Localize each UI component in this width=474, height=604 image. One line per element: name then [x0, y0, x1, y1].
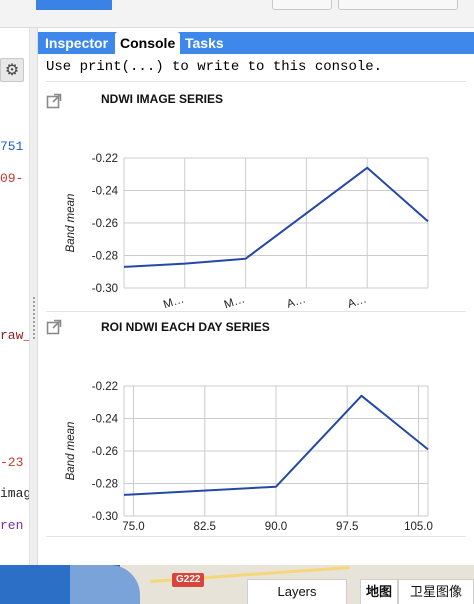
- map-view[interactable]: G222 Layers 地图 卫星图像: [0, 565, 474, 604]
- console-panel: Inspector Console Tasks Use print(...) t…: [38, 28, 474, 565]
- divider: [46, 81, 466, 82]
- tab-console[interactable]: Console: [115, 32, 181, 54]
- y-tick-label: -0.28: [92, 479, 118, 491]
- chart-title: NDWI IMAGE SERIES: [101, 92, 223, 106]
- y-axis-title: Band mean: [65, 194, 77, 253]
- y-axis-title: Band mean: [65, 422, 77, 481]
- x-tick-label: 75.0: [122, 521, 144, 533]
- series-line: [123, 394, 429, 496]
- code-fragment: ren: [0, 518, 24, 533]
- y-tick-label: -0.24: [92, 186, 119, 198]
- map-type-map[interactable]: 地图: [360, 579, 398, 604]
- y-tick-label: -0.24: [92, 414, 119, 426]
- x-tick-label: 82.5: [194, 521, 216, 533]
- chart-svg: NDWI IMAGE SERIES -0.22 -0.24 -0.26 -0.28 -0.…: [65, 92, 429, 311]
- x-tick-label: M…: [162, 293, 186, 311]
- y-tick-label: -0.30: [92, 283, 118, 295]
- code-fragment: imag: [0, 486, 30, 501]
- tab-inspector[interactable]: Inspector: [45, 35, 109, 51]
- code-editor[interactable]: ⚙ 751 09- raw_ -23 imag ren: [0, 28, 30, 565]
- divider: [46, 311, 466, 312]
- x-tick-label: 105.0: [404, 521, 433, 533]
- y-tick-label: -0.30: [92, 511, 118, 523]
- toolbar-button[interactable]: [338, 0, 458, 10]
- layers-button[interactable]: Layers: [247, 579, 347, 604]
- x-tick-label: 90.0: [265, 521, 287, 533]
- tab-tasks[interactable]: Tasks: [185, 35, 224, 51]
- x-tick-label: A…: [285, 293, 307, 310]
- y-tick-label: -0.22: [92, 153, 118, 165]
- y-tick-label: -0.26: [92, 218, 118, 230]
- top-toolbar: [0, 0, 474, 28]
- series-line: [123, 166, 429, 268]
- panel-splitter[interactable]: [30, 28, 38, 565]
- x-tick-label: A…: [346, 293, 368, 310]
- map-water: [70, 565, 140, 604]
- chart-title: ROI NDWI EACH DAY SERIES: [101, 320, 270, 334]
- popout-icon[interactable]: [46, 319, 62, 335]
- popout-icon[interactable]: [46, 93, 62, 109]
- toolbar-button[interactable]: [272, 0, 332, 10]
- map-type-satellite[interactable]: 卫星图像: [398, 579, 474, 604]
- console-message: Use print(...) to write to this console.: [46, 59, 383, 75]
- divider: [46, 536, 466, 537]
- code-fragment: 751: [0, 139, 24, 154]
- code-fragment: -23: [0, 455, 24, 470]
- run-button-edge[interactable]: [36, 0, 112, 10]
- y-tick-label: -0.26: [92, 446, 118, 458]
- drag-handle-icon[interactable]: [32, 296, 36, 340]
- x-tick-label: 97.5: [336, 521, 358, 533]
- x-tick-label: M…: [223, 293, 247, 311]
- code-fragment: 09-: [0, 171, 24, 186]
- y-tick-label: -0.22: [92, 381, 118, 393]
- roi-ndwi-day-series-chart: ROI NDWI EACH DAY SERIES -0.22 -0.24 -0.26 -…: [46, 313, 466, 543]
- code-fragment: raw_: [0, 328, 30, 343]
- chart-svg: ROI NDWI EACH DAY SERIES -0.22 -0.24 -0.26 -…: [65, 320, 433, 533]
- gear-icon[interactable]: ⚙: [0, 58, 24, 82]
- ndwi-image-series-chart: NDWI IMAGE SERIES -0.22 -0.24 -0.26 -0.28 -0.…: [46, 85, 466, 315]
- y-tick-label: -0.28: [92, 251, 118, 263]
- road-badge: G222: [172, 573, 205, 587]
